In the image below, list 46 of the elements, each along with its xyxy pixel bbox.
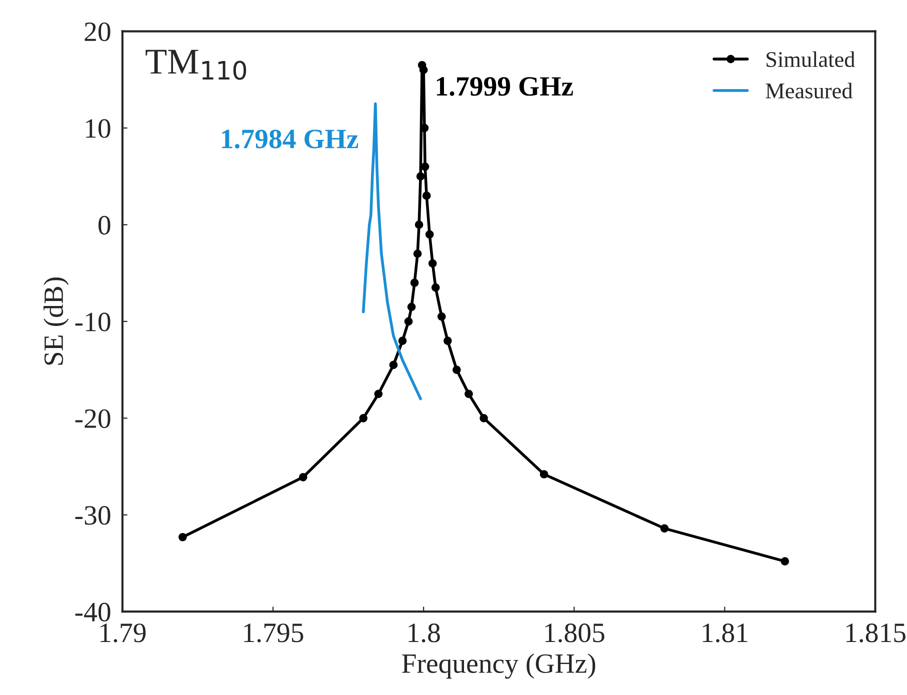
point <box>359 414 368 422</box>
point <box>413 250 422 258</box>
x-tick-label: 1.81 <box>702 624 748 642</box>
annotation: 1.7984 GHz <box>222 130 358 148</box>
y-tick-label: -10 <box>75 312 110 332</box>
point <box>480 414 488 422</box>
point <box>374 390 383 398</box>
point <box>398 336 407 345</box>
point <box>452 366 461 374</box>
y-tick-label: 20 <box>84 22 110 42</box>
point <box>298 472 308 482</box>
annotation: TM$_{110}$ <box>146 50 246 80</box>
line-series <box>362 102 422 400</box>
x-axis-title: Frequency (GHz) <box>402 653 596 679</box>
point <box>464 390 473 398</box>
point <box>437 312 446 321</box>
x-tick-label: 1.8 <box>408 624 440 642</box>
y-tick-label: 0 <box>98 216 110 235</box>
point <box>443 336 452 345</box>
point <box>178 532 187 542</box>
y-tick-label: 10 <box>86 119 110 138</box>
y-tick-label: -30 <box>75 506 110 525</box>
y-tick-label: -20 <box>75 409 110 428</box>
point <box>414 220 424 229</box>
legend-label: Simulated <box>766 51 855 68</box>
point <box>425 230 434 239</box>
x-tick-label: 1.795 <box>244 624 304 642</box>
point <box>419 66 428 74</box>
point <box>416 172 425 181</box>
x-tick-label: 1.79 <box>100 624 146 642</box>
x-tick-label: 1.805 <box>545 624 604 642</box>
point <box>407 302 416 312</box>
point <box>389 360 398 370</box>
point <box>410 278 419 287</box>
point <box>428 259 437 268</box>
y-axis-title: SE (dB) <box>44 278 69 365</box>
y-tick-label: -40 <box>75 602 110 622</box>
point <box>660 524 669 533</box>
point <box>404 317 413 326</box>
legend-label: Measured <box>766 82 852 98</box>
point <box>540 470 548 478</box>
annotation: 1.7999 GHz <box>436 77 573 96</box>
x-tick-label: 1.815 <box>846 624 906 642</box>
point <box>422 192 431 200</box>
point <box>431 283 440 292</box>
point <box>780 557 790 566</box>
